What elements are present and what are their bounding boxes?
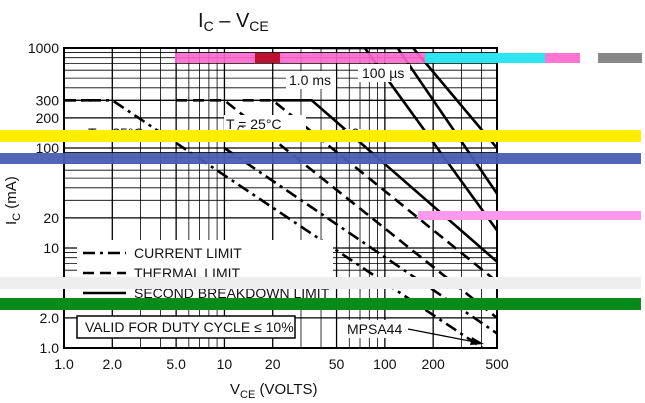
y-tick-label: 2.0 [40, 310, 60, 326]
overlay-yellow [0, 130, 641, 142]
series-line-current-3 [223, 146, 497, 335]
duty-note-box [76, 315, 296, 339]
y-tick-label: 100 [36, 140, 60, 156]
plot-frame [63, 47, 498, 349]
annotation-tc: T = 25°C [226, 116, 282, 132]
chart-title: IC – VCE [198, 10, 269, 34]
annotation-1ms: 1.0 ms [289, 72, 331, 88]
x-tick-label: 2.0 [103, 356, 123, 372]
series-line-current-0 [64, 99, 485, 348]
y-tick-label: 1000 [28, 40, 59, 56]
x-tick-label: 100 [373, 356, 397, 372]
y-tick-label: 200 [36, 110, 60, 126]
y-tick-label: 10 [43, 240, 59, 256]
overlay-top-multicolor [175, 53, 580, 63]
x-tick-label: 500 [485, 356, 509, 372]
overlay-blue [0, 153, 641, 164]
y-tick-label: 300 [36, 92, 60, 108]
overlay-top-cyan [425, 53, 545, 63]
tick-labels: 1.0 2.0 5.0 10 20 50 100 200 500 1.0 2.0 10 20 100 200… [28, 40, 509, 372]
overlay-top-red [255, 53, 280, 63]
part-callout-line [407, 328, 481, 344]
y-tick-label: 20 [43, 210, 59, 226]
part-label-bg [345, 320, 407, 338]
legend-label-current: CURRENT LIMIT [134, 245, 242, 261]
x-tick-label: 50 [329, 356, 345, 372]
series-line-second-8 [369, 48, 497, 149]
x-tick-label: 20 [265, 356, 281, 372]
part-callout-arrowhead [470, 337, 484, 345]
overlay-green [0, 298, 641, 310]
x-tick-label: 200 [421, 356, 445, 372]
legend-background [77, 240, 333, 301]
series-line-second-5 [272, 99, 497, 263]
series-line-second-7 [336, 48, 497, 195]
label-bg-100us [358, 64, 410, 82]
x-tick-label: 1.0 [54, 356, 74, 372]
overlay-gray [0, 277, 641, 289]
color-overlays [0, 53, 642, 310]
label-bg-tc [224, 115, 306, 133]
part-label: MPSA44 [347, 321, 402, 337]
duty-note: VALID FOR DUTY CYCLE ≤ 10% [85, 319, 294, 335]
series-line-second-6 [311, 48, 497, 232]
overlay-pink [418, 211, 641, 220]
y-tick-label: 1.0 [40, 340, 60, 356]
annotation-100us: 100 µs [362, 65, 404, 81]
x-tick-label: 5.0 [166, 356, 186, 372]
x-axis-label: VCE (VOLTS) [230, 381, 318, 401]
label-bg-1ms [286, 71, 336, 89]
overlay-top-gray [598, 53, 642, 63]
series-line-thermal-4 [242, 99, 497, 283]
x-tick-label: 10 [217, 356, 233, 372]
plot-series [64, 48, 497, 348]
y-axis-label: IC (mA) [3, 176, 23, 225]
series-line-thermal-1 [176, 99, 497, 319]
